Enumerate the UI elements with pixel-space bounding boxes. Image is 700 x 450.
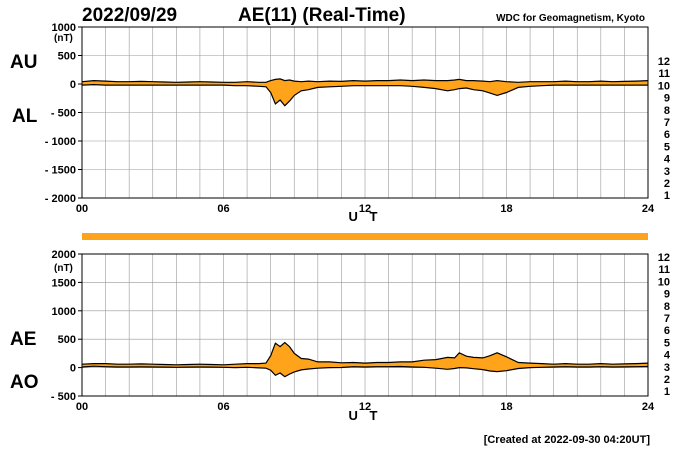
station-level-11: 11 bbox=[658, 68, 670, 80]
y-tick-label: 500 bbox=[58, 51, 76, 63]
x-tick-label: 12 bbox=[359, 401, 371, 413]
x-tick-label: 18 bbox=[500, 401, 512, 413]
al-label: AL bbox=[12, 106, 38, 127]
station-level-4: 4 bbox=[664, 350, 671, 362]
station-level-12: 12 bbox=[658, 56, 670, 68]
ae-line bbox=[81, 341, 649, 366]
station-level-10: 10 bbox=[658, 80, 670, 92]
au-al-x-ticks: 00 06 12 18 24 bbox=[76, 203, 655, 215]
x-tick-label: 00 bbox=[76, 203, 88, 215]
au-al-area bbox=[81, 78, 649, 107]
station-level-8: 8 bbox=[664, 105, 670, 117]
station-level-9: 9 bbox=[664, 289, 670, 301]
station-level-4: 4 bbox=[664, 154, 671, 166]
al-line bbox=[81, 83, 648, 107]
station-count-bar bbox=[82, 233, 648, 240]
station-level-5: 5 bbox=[664, 141, 670, 153]
station-level-10: 10 bbox=[658, 276, 670, 288]
y-tick-label: 2000 bbox=[52, 249, 76, 261]
x-tick-label: 24 bbox=[642, 401, 655, 413]
y-tick-label: 1500 bbox=[52, 277, 76, 289]
x-tick-label: 00 bbox=[76, 401, 88, 413]
station-level-6: 6 bbox=[664, 129, 670, 141]
x-tick-label: 06 bbox=[217, 401, 229, 413]
station-level-7: 7 bbox=[664, 313, 670, 325]
station-level-3: 3 bbox=[664, 166, 670, 178]
ae-ao-area bbox=[81, 341, 649, 378]
y-tick-label: - 2000 bbox=[45, 193, 76, 205]
station-level-7: 7 bbox=[664, 117, 670, 129]
au-al-unit: (nT) bbox=[54, 33, 73, 44]
au-al-x-label: U T bbox=[349, 209, 382, 224]
station-level-5: 5 bbox=[664, 337, 670, 349]
y-tick-label: - 500 bbox=[51, 108, 76, 120]
plot-title: AE(11) (Real-Time) bbox=[238, 5, 406, 26]
station-level-1: 1 bbox=[664, 190, 670, 202]
ae-ao-unit: (nT) bbox=[54, 263, 73, 274]
au-line bbox=[81, 78, 649, 83]
station-level-3: 3 bbox=[664, 362, 670, 374]
ae-ao-grid bbox=[82, 254, 648, 396]
station-level-12: 12 bbox=[658, 252, 670, 264]
y-tick-label: - 1000 bbox=[45, 136, 76, 148]
station-level-9: 9 bbox=[664, 93, 670, 105]
ae-ao-x-ticks: 00 06 12 18 24 bbox=[76, 401, 655, 413]
y-tick-label: 0 bbox=[70, 363, 76, 375]
y-tick-label: 1000 bbox=[52, 22, 76, 34]
station-level-11: 11 bbox=[658, 264, 670, 276]
station-level-2: 2 bbox=[664, 374, 670, 386]
x-tick-label: 24 bbox=[642, 203, 655, 215]
ae-label: AE bbox=[10, 329, 36, 350]
x-tick-label: 06 bbox=[217, 203, 229, 215]
ae-ao-frame bbox=[81, 253, 649, 397]
ao-line bbox=[81, 365, 649, 378]
data-source: WDC for Geomagnetism, Kyoto bbox=[496, 13, 645, 24]
created-timestamp: [Created at 2022-09-30 04:20UT] bbox=[484, 434, 651, 446]
au-al-grid bbox=[82, 27, 648, 198]
y-tick-label: - 1500 bbox=[45, 165, 76, 177]
y-tick-label: 1000 bbox=[52, 306, 76, 318]
au-al-y-ticks: 1000 500 0 - 500 - 1000 - 1500 - 2000 bbox=[45, 22, 82, 205]
station-level-8: 8 bbox=[664, 301, 670, 313]
station-level-2: 2 bbox=[664, 178, 670, 190]
y-tick-label: - 500 bbox=[51, 391, 76, 403]
x-tick-label: 12 bbox=[359, 203, 371, 215]
y-tick-label: 500 bbox=[58, 334, 76, 346]
station-level-6: 6 bbox=[664, 325, 670, 337]
ao-label: AO bbox=[10, 372, 39, 393]
au-label: AU bbox=[10, 52, 37, 73]
ae-ao-y-ticks: 2000 1500 1000 500 0 - 500 bbox=[51, 249, 82, 403]
y-tick-label: 0 bbox=[70, 79, 76, 91]
band-fill bbox=[82, 342, 648, 377]
ae-ao-x-label: U T bbox=[349, 408, 382, 423]
plot-date: 2022/09/29 bbox=[82, 5, 177, 26]
station-level-1: 1 bbox=[664, 386, 670, 398]
band-fill bbox=[82, 78, 648, 106]
x-tick-label: 18 bbox=[500, 203, 512, 215]
